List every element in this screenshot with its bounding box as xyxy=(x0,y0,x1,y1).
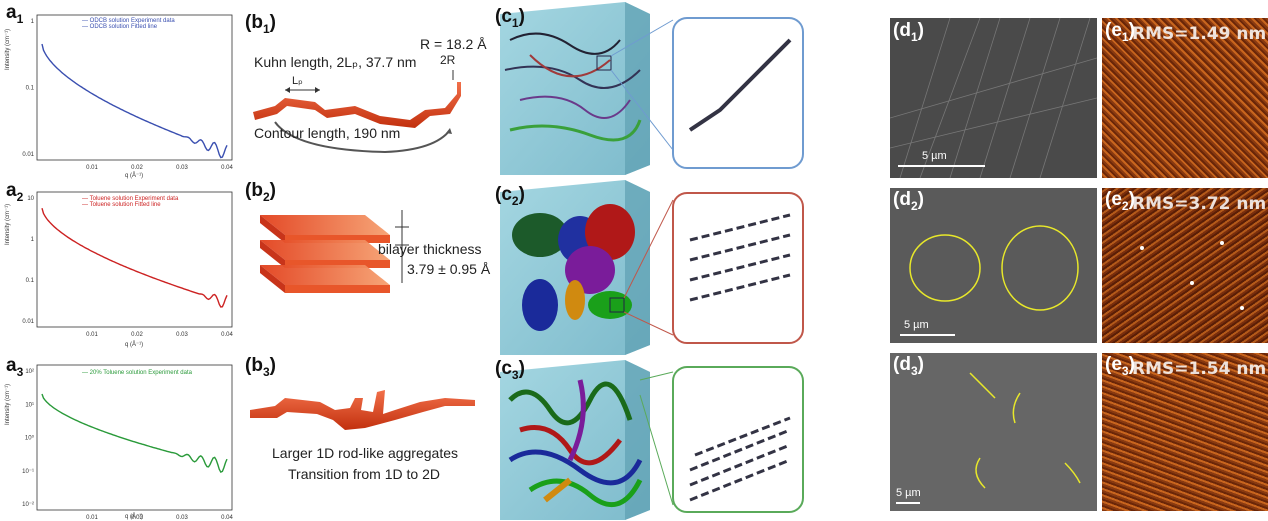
ylabel-a1: Intensity (cm⁻¹) xyxy=(5,28,11,70)
b3-aggregate-diagram xyxy=(250,390,475,430)
y-tick-label: 1 xyxy=(31,19,35,25)
c3-box xyxy=(500,360,804,520)
x-tick-label: 0.02 xyxy=(131,332,143,338)
bilayer-thickness-value: 3.79 ± 0.95 Å xyxy=(407,261,491,277)
x-tick-label: 0.03 xyxy=(176,515,188,521)
y-tick-label: 0.1 xyxy=(26,86,35,92)
y-tick-label: 0.01 xyxy=(22,152,34,158)
saxs-plots: 0.01 0.02 0.03 0.04 1 0.1 0.01 0.01 0.02 0.03 0.04… xyxy=(22,14,233,521)
y-tick-label: 10 xyxy=(27,196,34,202)
afm-image-e1: RMS=1.49 nm xyxy=(1102,18,1268,178)
panel-label-c2: (c2) xyxy=(495,184,525,208)
c1-box xyxy=(500,2,804,175)
contour-length-label: Contour length, 190 nm xyxy=(254,125,401,141)
panel-label-e3: (e3) xyxy=(1105,354,1135,378)
xlabel-a1: q (Å⁻¹) xyxy=(125,173,144,179)
xlabel-a3: q (Å⁻¹) xyxy=(125,514,144,520)
e2-rms: RMS=3.72 nm xyxy=(1132,194,1267,214)
radius-label: R = 18.2 Å xyxy=(420,36,487,52)
legend-a3: — 20% Toluene solution Experiment data xyxy=(82,370,192,376)
x-tick-label: 0.02 xyxy=(131,515,143,521)
bilayer-thickness-label: bilayer thickness xyxy=(378,241,482,257)
curve-line xyxy=(41,43,228,159)
plot-a2 xyxy=(36,191,233,328)
x-tick-label: 0.01 xyxy=(86,515,98,521)
panel-label-d2: (d2) xyxy=(893,189,924,213)
c-simulation-boxes xyxy=(500,2,804,520)
panel-label-b1: (b1) xyxy=(245,12,276,36)
panel-label-a2: a2 xyxy=(6,180,24,204)
persistence-length-label: Lₚ xyxy=(292,75,303,87)
curve-p1 xyxy=(41,43,228,159)
d2-scale-bar: 5 µm xyxy=(904,319,929,331)
c2-box xyxy=(500,180,804,355)
afm-image-e2: RMS=3.72 nm xyxy=(1102,188,1268,343)
y-tick-label: 10⁻¹ xyxy=(22,469,34,475)
xlabel-a2: q (Å⁻¹) xyxy=(125,342,144,348)
y-tick-label: 10² xyxy=(25,369,34,375)
panel-label-a3: a3 xyxy=(6,355,24,379)
diameter-label: 2R xyxy=(440,53,456,67)
curve-line xyxy=(41,393,228,473)
panel-label-b3: (b3) xyxy=(245,355,276,379)
x-tick-label: 0.04 xyxy=(221,332,233,338)
curve-p3 xyxy=(41,393,228,473)
legend-a2: — Toluene solution Experiment data — Tol… xyxy=(82,196,179,208)
sem-image-d2: 5 µm xyxy=(890,188,1097,343)
e1-rms: RMS=1.49 nm xyxy=(1132,24,1267,44)
panel-label-e2: (e2) xyxy=(1105,189,1135,213)
x-tick-label: 0.01 xyxy=(86,165,98,171)
y-tick-label: 0.1 xyxy=(26,278,35,284)
d1-scale-bar: 5 µm xyxy=(922,150,947,162)
legend-a1: — ODCB solution Experiment data — ODCB s… xyxy=(82,18,175,30)
panel-label-a1: a1 xyxy=(6,2,24,26)
sem-image-d1: 5 µm xyxy=(890,18,1097,178)
plot-a1 xyxy=(36,14,233,161)
panel-label-b2: (b2) xyxy=(245,180,276,204)
b3-caption-line1: Larger 1D rod-like aggregates xyxy=(272,445,458,461)
b3-caption-line2: Transition from 1D to 2D xyxy=(288,466,440,482)
e3-rms: RMS=1.54 nm xyxy=(1132,359,1267,379)
y-tick-label: 10¹ xyxy=(25,402,34,408)
x-tick-label: 0.02 xyxy=(131,165,143,171)
curve-p2 xyxy=(41,208,228,308)
afm-image-e3: RMS=1.54 nm xyxy=(1102,353,1268,511)
sem-image-d3: 5 µm xyxy=(890,353,1097,511)
ylabel-a2: Intensity (cm⁻¹) xyxy=(5,203,11,245)
x-tick-label: 0.03 xyxy=(176,165,188,171)
panel-label-d1: (d1) xyxy=(893,20,924,44)
d3-scale-bar: 5 µm xyxy=(896,487,921,499)
ylabel-a3: Intensity (cm⁻¹) xyxy=(5,383,11,425)
x-tick-label: 0.01 xyxy=(86,332,98,338)
y-tick-label: 0.01 xyxy=(22,319,34,325)
curve-line xyxy=(41,208,228,308)
kuhn-length-label: Kuhn length, 2Lₚ, 37.7 nm xyxy=(254,54,417,70)
panel-label-d3: (d3) xyxy=(893,354,924,378)
plot-a3 xyxy=(36,364,233,511)
panel-label-c3: (c3) xyxy=(495,358,525,382)
x-tick-label: 0.03 xyxy=(176,332,188,338)
b1-ribbon-diagram xyxy=(253,70,461,154)
y-tick-label: 10⁻² xyxy=(22,502,34,508)
y-tick-label: 1 xyxy=(31,237,35,243)
panel-label-e1: (e1) xyxy=(1105,20,1135,44)
x-tick-label: 0.04 xyxy=(221,165,233,171)
y-tick-label: 10⁰ xyxy=(25,435,35,442)
x-tick-label: 0.04 xyxy=(221,515,233,521)
b2-bilayer-diagram xyxy=(260,210,409,293)
panel-label-c1: (c1) xyxy=(495,6,525,30)
